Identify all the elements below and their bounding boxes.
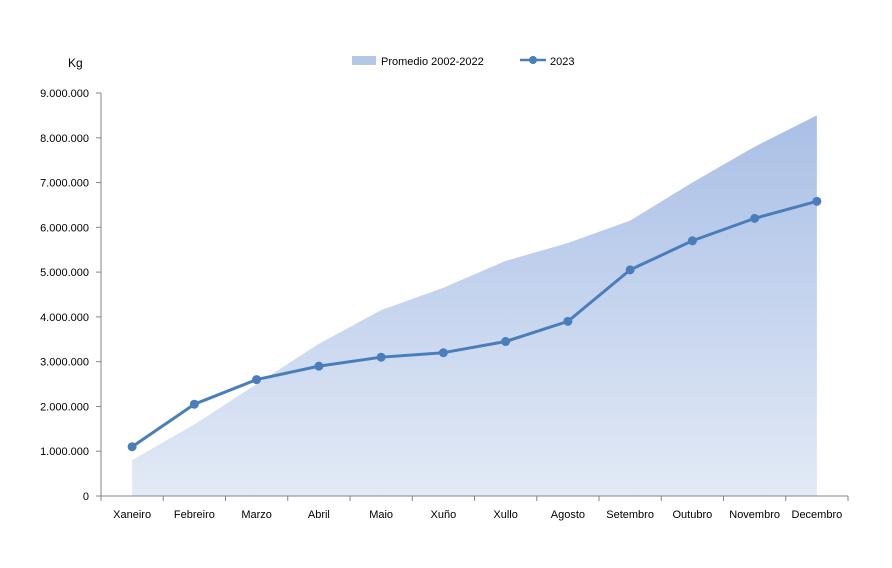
x-tick-label: Abril	[308, 509, 330, 521]
y-tick-label: 6.000.000	[40, 222, 89, 234]
y-tick-label: 5.000.000	[40, 267, 89, 279]
y-tick-labels: 0 1.000.000 2.000.000 3.000.000 4.000.000 5.0…	[40, 88, 89, 503]
data-point-2023	[687, 236, 697, 246]
x-tick-label: Agosto	[551, 509, 585, 521]
x-tick-label: Outubro	[673, 509, 713, 521]
y-tick-label: 2.000.000	[40, 401, 89, 413]
data-point-2023	[625, 265, 635, 275]
data-point-2023	[189, 399, 199, 409]
data-point-2023	[812, 196, 822, 206]
y-tick-label: 7.000.000	[40, 178, 89, 190]
data-point-2023	[252, 375, 262, 385]
y-tick-label: 9.000.000	[40, 88, 89, 100]
data-point-2023	[314, 361, 324, 371]
y-tick-label: 4.000.000	[40, 312, 89, 324]
x-tick-label: Novembro	[729, 509, 780, 521]
x-tick-label: Setembro	[606, 509, 654, 521]
x-tick-label: Marzo	[241, 509, 272, 521]
y-tick-label: 3.000.000	[40, 357, 89, 369]
line-series-2023	[131, 199, 818, 448]
data-point-2023	[501, 337, 511, 347]
axes	[96, 92, 849, 501]
legend-label-average: Promedio 2002-2022	[381, 56, 484, 68]
data-point-2023	[750, 213, 760, 223]
y-tick-label: 0	[83, 491, 89, 503]
data-point-2023	[563, 316, 573, 326]
line-markers	[127, 196, 822, 452]
x-tick-label: Xullo	[493, 509, 517, 521]
x-tick-label: Maio	[369, 509, 393, 521]
y-tick-label: 1.000.000	[40, 446, 89, 458]
legend-label-2023: 2023	[550, 56, 574, 68]
x-tick-label: Febreiro	[174, 509, 215, 521]
legend-line-marker	[529, 56, 537, 64]
area-series-average	[132, 115, 817, 496]
data-point-2023	[376, 352, 386, 362]
x-tick-labels: Xaneiro Febreiro Marzo Abril Maio Xuño Xullo Ag…	[113, 509, 842, 521]
y-tick-label: 8.000.000	[40, 133, 89, 145]
x-tick-label: Xaneiro	[113, 509, 151, 521]
legend: Promedio 2002-2022 2023	[352, 56, 574, 68]
x-tick-label: Xuño	[431, 509, 457, 521]
x-tick-label: Decembro	[792, 509, 843, 521]
legend-area-swatch	[352, 56, 376, 65]
data-point-2023	[438, 348, 448, 358]
y-axis-label: Kg	[68, 56, 83, 70]
data-point-2023	[127, 442, 137, 452]
